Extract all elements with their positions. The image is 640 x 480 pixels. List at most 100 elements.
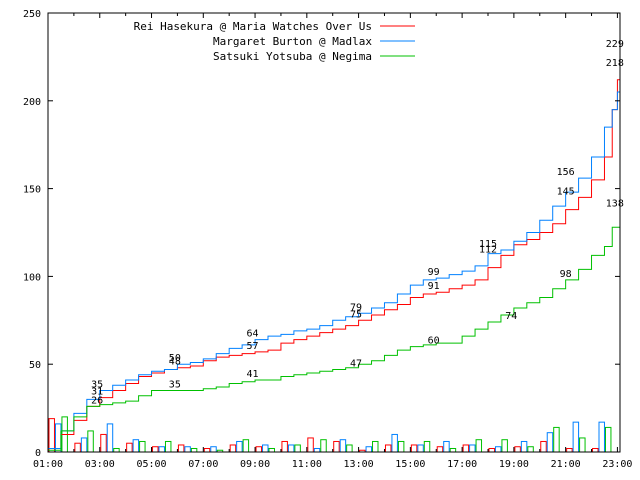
bar-green (475, 439, 483, 453)
bar-red (255, 446, 263, 453)
x-tick-label: 01:00 (33, 459, 63, 470)
bar-red (540, 440, 547, 453)
bar-blue (520, 440, 528, 453)
data-label: 91 (428, 281, 440, 292)
bar-red (229, 444, 237, 453)
bar-red (307, 437, 314, 453)
y-tick-label: 0 (35, 448, 41, 459)
bar-blue (158, 446, 165, 453)
bar-blue (210, 446, 217, 453)
bar-red (152, 446, 159, 453)
data-label: 75 (350, 309, 362, 320)
bar-green (449, 447, 457, 453)
bar-green (320, 439, 327, 453)
bar-green (579, 437, 586, 453)
bar-red (592, 447, 599, 453)
x-tick-label: 19:00 (499, 459, 529, 470)
data-label: 138 (606, 199, 624, 210)
bar-red (436, 446, 444, 453)
y-tick-label: 250 (23, 9, 41, 20)
data-label: 112 (479, 244, 497, 255)
y-tick-label: 200 (23, 97, 41, 108)
bar-green (372, 440, 379, 453)
bar-red (126, 442, 133, 453)
data-label: 35 (91, 380, 103, 391)
bar-red (203, 447, 211, 453)
bar-blue (80, 437, 88, 453)
bar-blue (287, 444, 295, 453)
bar-blue (54, 423, 62, 453)
data-label: 218 (606, 58, 624, 69)
bar-blue (417, 444, 424, 453)
data-label: 74 (505, 311, 517, 322)
bar-green (501, 439, 508, 453)
bar-red (48, 418, 55, 453)
bar-green (294, 444, 301, 453)
data-label: 99 (428, 267, 440, 278)
data-label: 64 (246, 329, 258, 340)
bar-green (87, 430, 94, 453)
legend: Rei Hasekura @ Maria Watches Over Us Marg… (134, 20, 415, 63)
bar-blue (106, 423, 114, 453)
bar-blue (598, 421, 605, 453)
bar-green (346, 444, 353, 453)
bar-blue (236, 440, 243, 453)
data-label: 41 (246, 369, 258, 380)
bar-blue (313, 447, 321, 453)
bar-blue (184, 446, 191, 453)
data-label: 57 (246, 341, 258, 352)
y-tick-label: 100 (23, 272, 41, 283)
bar-blue (262, 444, 269, 453)
bar-red (333, 440, 340, 453)
data-label: 229 (606, 39, 624, 50)
bar-blue (339, 439, 347, 453)
bar-blue (443, 440, 450, 453)
bar-green (397, 440, 405, 453)
data-label: 48 (169, 357, 181, 368)
bar-blue (494, 446, 502, 453)
bar-red (100, 433, 107, 453)
data-label: 35 (169, 380, 181, 391)
bar-blue (546, 432, 554, 453)
data-label: 26 (91, 395, 103, 406)
bar-red (281, 440, 288, 453)
legend-label: Rei Hasekura @ Maria Watches Over Us (134, 20, 372, 33)
x-tick-label: 05:00 (136, 459, 166, 470)
axes: 0 50 100 150 200 250 01:00 03:00 05:00 07:00 09:00… (23, 9, 633, 470)
bar-blue (132, 439, 140, 453)
data-label: 115 (479, 239, 497, 250)
bar-red (177, 444, 185, 453)
series-line-3 (48, 209, 621, 451)
x-tick-label: 13:00 (344, 459, 374, 470)
bar-red (74, 442, 81, 453)
data-label: 98 (560, 269, 572, 280)
bar-green (164, 440, 172, 453)
x-tick-label: 15:00 (395, 459, 425, 470)
bar-green (527, 446, 534, 453)
bar-blue (365, 446, 373, 453)
bar-green (268, 447, 275, 453)
x-tick-label: 17:00 (447, 459, 477, 470)
bar-red (514, 446, 521, 453)
bar-red (488, 447, 495, 453)
bar-red (410, 444, 418, 453)
bar-green (190, 447, 198, 453)
bar-green (423, 440, 431, 453)
data-label: 50 (169, 353, 181, 364)
data-label: 156 (557, 167, 575, 178)
data-label: 47 (350, 358, 362, 369)
bar-red (566, 447, 573, 453)
data-label: 79 (350, 302, 362, 313)
data-label: 60 (428, 336, 440, 347)
bar-green (242, 439, 250, 453)
bar-red (462, 444, 470, 453)
bar-green (553, 426, 560, 453)
x-tick-label: 11:00 (292, 459, 322, 470)
legend-label: Satsuki Yotsuba @ Negima (213, 50, 372, 63)
x-tick-label: 21:00 (551, 459, 581, 470)
legend-label: Margaret Burton @ Madlax (213, 35, 372, 48)
series-lines (48, 49, 621, 451)
bar-blue (469, 444, 476, 453)
